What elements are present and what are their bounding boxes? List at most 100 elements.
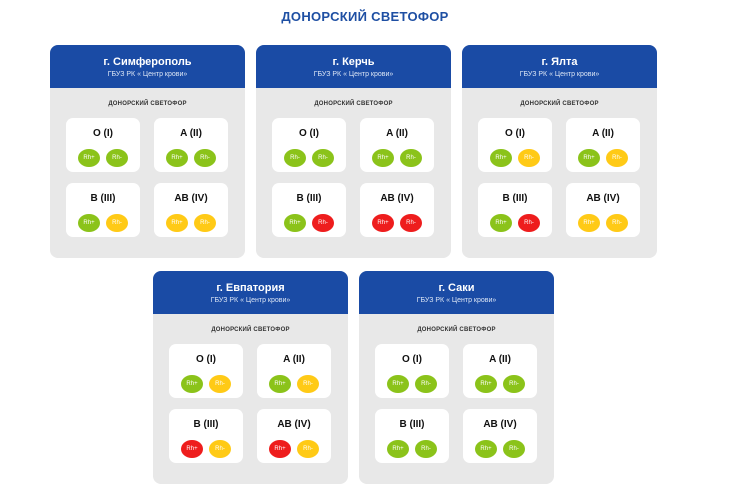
rh-negative-status-dot: Rh-: [606, 149, 628, 167]
blood-group-name: A (II): [386, 128, 408, 139]
rh-negative-status-dot: Rh-: [518, 214, 540, 232]
blood-group-tile: B (III) Rh+ Rh-: [375, 409, 449, 463]
city-card-kerch: г. Керчь ГБУЗ РК « Центр крови» ДОНОРСКИЙ …: [256, 45, 451, 258]
blood-group-tile: B (III) Rh+ Rh-: [272, 183, 346, 237]
rh-negative-status-dot: Rh-: [194, 149, 216, 167]
blood-group-tile: B (III) Rh+ Rh-: [478, 183, 552, 237]
rh-status-row: Rh+ Rh-: [154, 214, 228, 232]
rh-status-row: Rh+ Rh-: [566, 214, 640, 232]
card-subtitle: ДОНОРСКИЙ СВЕТОФОР: [314, 101, 393, 107]
rh-positive-status-dot: Rh+: [166, 214, 188, 232]
rh-status-row: Rh+ Rh-: [257, 375, 331, 393]
city-card-simferopol: г. Симферополь ГБУЗ РК « Центр крови» ДОНО…: [50, 45, 245, 258]
blood-group-name: AB (IV): [277, 419, 311, 430]
city-card-saki: г. Саки ГБУЗ РК « Центр крови» ДОНОРСКИЙ С…: [359, 271, 554, 484]
blood-group-name: B (III): [193, 419, 219, 430]
rh-positive-status-dot: Rh+: [181, 440, 203, 458]
blood-group-tile: AB (IV) Rh+ Rh-: [257, 409, 331, 463]
rh-positive-status-dot: Rh+: [490, 214, 512, 232]
blood-group-grid: O (I) Rh+ Rh- A (II) Rh+ Rh- B (III) Rh+ Rh- AB (…: [359, 344, 554, 484]
card-org-name: ГБУЗ РК « Центр крови»: [210, 297, 291, 304]
blood-group-name: B (III): [502, 193, 528, 204]
card-header: г. Ялта ГБУЗ РК « Центр крови»: [462, 45, 657, 88]
blood-group-tile: AB (IV) Rh+ Rh-: [566, 183, 640, 237]
blood-group-tile: A (II) Rh+ Rh-: [360, 118, 434, 172]
rh-positive-status-dot: Rh+: [181, 375, 203, 393]
card-city-name: г. Евпатория: [216, 282, 285, 294]
rh-positive-status-dot: Rh+: [372, 149, 394, 167]
card-subtitle: ДОНОРСКИЙ СВЕТОФОР: [211, 327, 290, 333]
blood-group-name: B (III): [399, 419, 425, 430]
rh-status-row: Rh+ Rh-: [66, 149, 140, 167]
blood-group-tile: B (III) Rh+ Rh-: [66, 183, 140, 237]
blood-group-tile: AB (IV) Rh+ Rh-: [360, 183, 434, 237]
blood-group-name: B (III): [296, 193, 322, 204]
blood-group-name: AB (IV): [483, 419, 517, 430]
rh-status-row: Rh+ Rh-: [154, 149, 228, 167]
rh-status-row: Rh+ Rh-: [463, 440, 537, 458]
rh-status-row: Rh+ Rh-: [478, 149, 552, 167]
card-city-name: г. Ялта: [541, 56, 578, 68]
rh-negative-status-dot: Rh-: [312, 214, 334, 232]
blood-group-name: AB (IV): [586, 193, 620, 204]
rh-positive-status-dot: Rh+: [269, 440, 291, 458]
rh-status-row: Rh+ Rh-: [360, 149, 434, 167]
rh-negative-status-dot: Rh-: [415, 440, 437, 458]
card-org-name: ГБУЗ РК « Центр крови»: [519, 71, 600, 78]
city-card-evpatoria: г. Евпатория ГБУЗ РК « Центр крови» ДОНОРС…: [153, 271, 348, 484]
card-city-name: г. Симферополь: [103, 56, 192, 68]
blood-group-name: B (III): [90, 193, 116, 204]
card-city-name: г. Саки: [438, 282, 475, 294]
card-org-name: ГБУЗ РК « Центр крови»: [107, 71, 188, 78]
rh-status-row: Rh+ Rh-: [169, 440, 243, 458]
rh-negative-status-dot: Rh-: [400, 214, 422, 232]
rh-status-row: Rh+ Rh-: [478, 214, 552, 232]
blood-group-name: O (I): [402, 354, 422, 365]
rh-negative-status-dot: Rh-: [209, 375, 231, 393]
rh-positive-status-dot: Rh+: [387, 440, 409, 458]
rh-negative-status-dot: Rh-: [106, 214, 128, 232]
blood-group-name: A (II): [592, 128, 614, 139]
card-org-name: ГБУЗ РК « Центр крови»: [416, 297, 497, 304]
blood-group-tile: A (II) Rh+ Rh-: [566, 118, 640, 172]
card-subtitle: ДОНОРСКИЙ СВЕТОФОР: [520, 101, 599, 107]
rh-positive-status-dot: Rh+: [490, 149, 512, 167]
blood-group-tile: AB (IV) Rh+ Rh-: [463, 409, 537, 463]
rh-negative-status-dot: Rh-: [209, 440, 231, 458]
rh-status-row: Rh+ Rh-: [375, 375, 449, 393]
blood-group-name: A (II): [489, 354, 511, 365]
blood-group-tile: A (II) Rh+ Rh-: [463, 344, 537, 398]
rh-status-row: Rh+ Rh-: [66, 214, 140, 232]
rh-positive-status-dot: Rh+: [578, 149, 600, 167]
blood-group-name: A (II): [283, 354, 305, 365]
card-header: г. Саки ГБУЗ РК « Центр крови»: [359, 271, 554, 314]
blood-group-grid: O (I) Rh+ Rh- A (II) Rh+ Rh- B (III) Rh+ Rh- AB (…: [462, 118, 657, 258]
card-city-name: г. Керчь: [332, 56, 375, 68]
rh-positive-status-dot: Rh+: [475, 440, 497, 458]
rh-negative-status-dot: Rh-: [297, 440, 319, 458]
card-subtitle: ДОНОРСКИЙ СВЕТОФОР: [108, 101, 187, 107]
blood-group-name: AB (IV): [380, 193, 414, 204]
blood-group-grid: O (I) Rh- Rh- A (II) Rh+ Rh- B (III) Rh+ Rh- AB (…: [256, 118, 451, 258]
blood-group-tile: O (I) Rh+ Rh-: [66, 118, 140, 172]
rh-negative-status-dot: Rh-: [312, 149, 334, 167]
city-card-yalta: г. Ялта ГБУЗ РК « Центр крови» ДОНОРСКИЙ С…: [462, 45, 657, 258]
blood-group-name: O (I): [93, 128, 113, 139]
blood-group-tile: AB (IV) Rh+ Rh-: [154, 183, 228, 237]
rh-status-row: Rh+ Rh-: [360, 214, 434, 232]
card-header: г. Керчь ГБУЗ РК « Центр крови»: [256, 45, 451, 88]
blood-group-name: O (I): [505, 128, 525, 139]
rh-status-row: Rh+ Rh-: [272, 214, 346, 232]
blood-group-tile: A (II) Rh+ Rh-: [257, 344, 331, 398]
page-title: ДОНОРСКИЙ СВЕТОФОР: [281, 9, 449, 24]
blood-group-tile: O (I) Rh+ Rh-: [169, 344, 243, 398]
blood-group-name: A (II): [180, 128, 202, 139]
rh-status-row: Rh+ Rh-: [463, 375, 537, 393]
card-header: г. Евпатория ГБУЗ РК « Центр крови»: [153, 271, 348, 314]
rh-positive-status-dot: Rh+: [78, 214, 100, 232]
rh-positive-status-dot: Rh+: [578, 214, 600, 232]
blood-group-tile: O (I) Rh+ Rh-: [375, 344, 449, 398]
rh-status-row: Rh+ Rh-: [257, 440, 331, 458]
blood-group-grid: O (I) Rh+ Rh- A (II) Rh+ Rh- B (III) Rh+ Rh- AB (…: [153, 344, 348, 484]
rh-negative-status-dot: Rh-: [415, 375, 437, 393]
